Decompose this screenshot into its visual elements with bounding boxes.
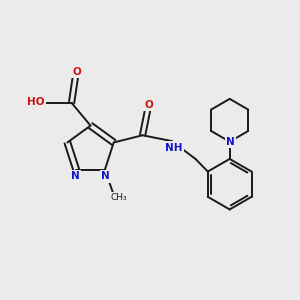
Text: O: O	[72, 67, 81, 77]
Text: NH: NH	[165, 142, 183, 153]
Text: N: N	[71, 171, 80, 181]
Text: N: N	[226, 137, 235, 147]
Text: O: O	[145, 100, 153, 110]
Text: HO: HO	[27, 97, 45, 107]
Text: N: N	[101, 171, 110, 181]
Text: CH₃: CH₃	[111, 193, 128, 202]
